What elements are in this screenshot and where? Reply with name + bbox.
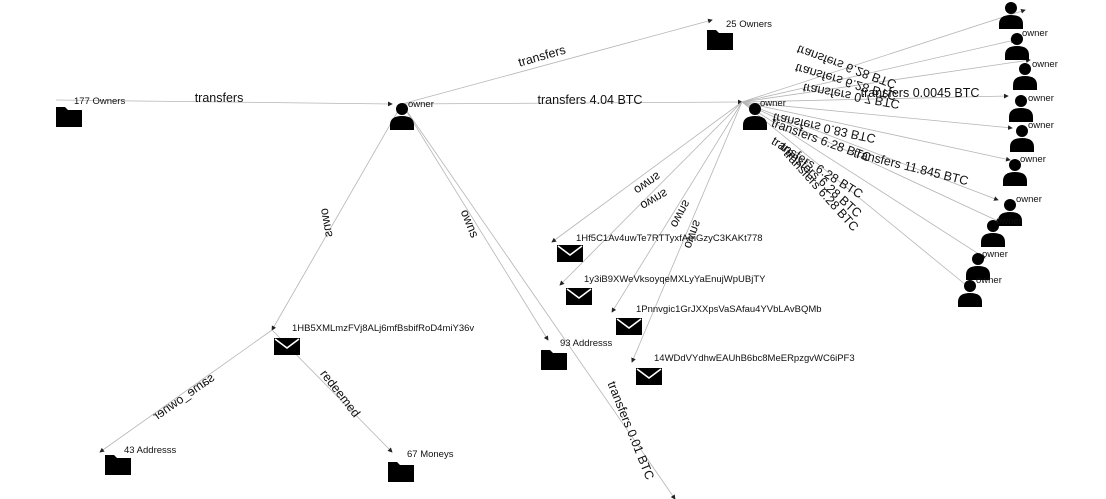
node-label: 67 Moneys <box>407 449 454 460</box>
owner-node[interactable]: owner <box>390 99 434 130</box>
envelope-icon <box>636 368 662 385</box>
node-label: 1y3iB9XWeVksoyqeMXLyYaEnujWpUBjTY <box>584 274 766 285</box>
owner-node[interactable]: owner <box>1010 120 1054 152</box>
edge-layer <box>55 8 1031 499</box>
node-label: owner <box>1020 154 1046 165</box>
edge-n177-o1 <box>55 99 393 107</box>
edge-o2-a1 <box>551 101 743 243</box>
edge-o2-a3 <box>611 101 743 313</box>
folder-icon <box>105 455 131 475</box>
edge-o2-r2 <box>741 58 1031 103</box>
edge-o2-r7 <box>741 101 1001 223</box>
address-node[interactable]: 1HB5XMLmzFVj8ALj6mfBsbifRoD4miY36v <box>274 323 474 355</box>
node-label: owner <box>1032 59 1058 70</box>
edge-o2-r4 <box>741 101 1013 131</box>
folder-icon <box>541 350 567 370</box>
address-node[interactable]: 1y3iB9XWeVksoyqeMXLyYaEnujWpUBjTY <box>566 274 766 305</box>
envelope-icon <box>566 288 592 305</box>
edge-o1-n93 <box>401 103 549 341</box>
folder-icon <box>707 30 733 50</box>
node-label: 14WDdVYdhwEAUhB6bc8MeERpzgvWC6iPF3 <box>654 353 855 364</box>
node-label: 177 Owners <box>74 96 125 107</box>
node-label: 1HB5XMLmzFVj8ALj6mfBsbifRoD4miY36v <box>292 323 474 334</box>
node-label: owner <box>996 216 1022 227</box>
node-label: 25 Owners <box>726 19 772 30</box>
node-layer: 177 Owners 25 Owners owner owner owner owner o… <box>56 2 1058 482</box>
edge-label: owns <box>317 207 336 238</box>
node-label: owner <box>1028 120 1054 131</box>
folder-node[interactable]: 25 Owners <box>707 19 772 50</box>
edge-o2-a2 <box>559 101 743 286</box>
node-label: owner <box>1028 93 1054 104</box>
envelope-icon <box>557 245 583 262</box>
owner-node[interactable]: owner <box>1003 154 1046 186</box>
person-icon <box>1010 125 1034 152</box>
edge-label: redeemed <box>317 367 363 420</box>
edge-label: same_owner <box>150 370 217 423</box>
address-node[interactable]: 1Pnnvgic1GrJXXpsVaSAfau4YVbLAvBQMb <box>616 304 822 335</box>
owner-node[interactable]: owner <box>998 194 1042 226</box>
edge-label: owns <box>458 207 482 239</box>
edge-label: transfers 11.845 BTC <box>852 146 970 188</box>
edge-o1-o2 <box>401 99 743 105</box>
envelope-icon <box>274 338 300 355</box>
node-label: owner <box>1022 28 1048 39</box>
folder-node[interactable]: 177 Owners <box>56 96 125 127</box>
person-icon <box>999 2 1023 29</box>
owner-node[interactable]: owner <box>743 98 786 130</box>
owner-node[interactable] <box>999 2 1023 29</box>
person-icon <box>390 103 414 130</box>
folder-icon <box>388 462 414 482</box>
edge-o1-ahb <box>271 103 403 331</box>
edge-label: transfers 4.04 BTC <box>538 93 643 107</box>
edge-o2-a4 <box>631 101 743 363</box>
folder-node[interactable]: 67 Moneys <box>388 449 454 482</box>
folder-node[interactable]: 93 Addresss <box>541 338 613 370</box>
person-icon <box>743 103 767 130</box>
edge-o2-r0 <box>741 8 1026 103</box>
node-label: owner <box>760 98 786 109</box>
node-label: owner <box>982 249 1008 260</box>
node-label: 43 Addresss <box>124 445 177 456</box>
edge-o2-r5 <box>741 101 1011 162</box>
envelope-icon <box>616 318 642 335</box>
owner-node[interactable]: owner <box>1005 28 1048 60</box>
owner-node[interactable]: owner <box>958 275 1002 307</box>
edge-o2-r1 <box>741 38 1016 103</box>
node-label: 93 Addresss <box>560 338 613 349</box>
owner-node[interactable]: owner <box>1013 59 1058 90</box>
person-icon <box>998 199 1022 226</box>
person-icon <box>1013 63 1037 90</box>
node-label: owner <box>976 275 1002 286</box>
person-icon <box>1003 159 1027 186</box>
node-label: owner <box>408 99 434 110</box>
edge-label: transfers <box>517 43 568 70</box>
person-icon <box>958 280 982 307</box>
person-icon <box>1005 33 1029 60</box>
edge-o2-r9 <box>741 101 973 291</box>
owner-node[interactable]: owner <box>966 249 1008 280</box>
owner-node[interactable]: owner <box>981 216 1022 247</box>
edge-o1-n25 <box>401 18 713 105</box>
folder-node[interactable]: 43 Addresss <box>105 445 177 475</box>
edge-label: transfers 0.01 BTC <box>605 379 657 482</box>
person-icon <box>981 220 1005 247</box>
edge-o2-r6 <box>741 101 999 201</box>
node-label: owner <box>1016 194 1042 205</box>
edge-o2-r8 <box>741 101 986 259</box>
edge-label: transfers <box>195 91 244 105</box>
edge-ahb-n43 <box>99 329 273 453</box>
node-label: 1Pnnvgic1GrJXXpsVaSAfau4YVbLAvBQMb <box>636 304 822 315</box>
person-icon <box>966 253 990 280</box>
edge-label: transfers 0.0045 BTC <box>861 86 980 100</box>
edge-o1-bottom <box>401 103 676 499</box>
address-node[interactable]: 1Hf5C1Av4uwTe7RTTyxfAmGzyC3KAKt778 <box>557 233 763 262</box>
address-node[interactable]: 14WDdVYdhwEAUhB6bc8MeERpzgvWC6iPF3 <box>636 353 855 385</box>
edge-o2-r3 <box>741 93 1009 103</box>
owner-node[interactable]: owner <box>1009 93 1054 122</box>
node-label: 1Hf5C1Av4uwTe7RTTyxfAmGzyC3KAKt778 <box>576 233 763 244</box>
person-icon <box>1009 95 1033 122</box>
folder-icon <box>56 107 82 127</box>
